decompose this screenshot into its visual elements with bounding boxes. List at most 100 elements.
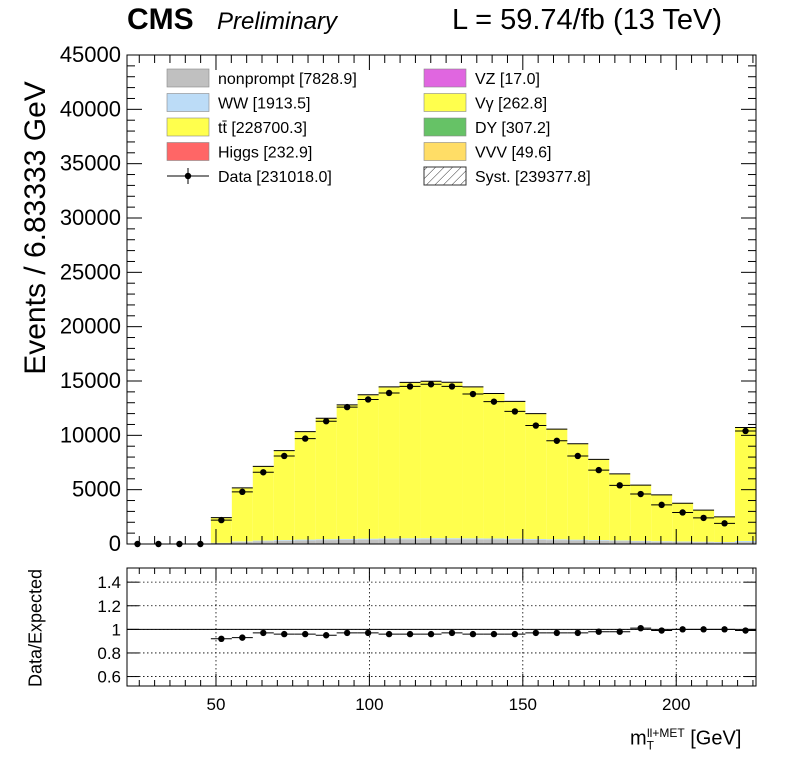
legend-label: DY [307.2] [475, 120, 550, 137]
stack-bar-WW [316, 539, 337, 540]
legend-swatch-WW [167, 94, 209, 112]
stack-bar-WW [588, 540, 609, 541]
ratio-point [449, 630, 455, 636]
main-y-tick-label: 40000 [60, 96, 121, 121]
main-y-tick-label: 35000 [60, 151, 121, 176]
ratio-point [365, 630, 371, 636]
ratio-x-tick-label: 150 [509, 695, 537, 714]
legend-label: Data [231018.0] [218, 169, 332, 186]
ratio-point [658, 627, 664, 633]
stack-bar-nonprompt [462, 539, 483, 544]
stack-bar-ttbar [462, 387, 483, 538]
data-point [658, 502, 664, 508]
legend-swatch-Vgamma [424, 94, 466, 112]
main-y-tick-label: 30000 [60, 205, 121, 230]
ratio-point [637, 625, 643, 631]
data-point [554, 438, 560, 444]
ratio-point [700, 626, 706, 632]
data-point [575, 453, 581, 459]
stack-bar-ttbar [400, 383, 421, 538]
stack-bar-ttbar [421, 382, 442, 538]
data-point [742, 428, 748, 434]
stack-bar-ttbar [274, 451, 295, 540]
data-point [260, 469, 266, 475]
ratio-y-tick-label: 1.4 [97, 573, 121, 592]
ratio-point [512, 631, 518, 637]
data-point [679, 509, 685, 515]
legend-label: WW [1913.5] [218, 96, 310, 113]
stack-bar-ttbar [504, 402, 525, 539]
main-y-tick-label: 45000 [60, 42, 121, 67]
stack-bar-nonprompt [546, 540, 567, 544]
main-y-axis-title: Events / 6.83333 GeV [19, 81, 53, 375]
stack-bar-nonprompt [316, 540, 337, 544]
main-y-tick-label: 25000 [60, 259, 121, 284]
stack-bar-ttbar [358, 395, 379, 538]
stack-bar-ttbar [672, 503, 693, 541]
ratio-point [491, 631, 497, 637]
legend-swatch-VZ [424, 69, 466, 87]
legend-swatch-VVV [424, 143, 466, 161]
ratio-point [470, 631, 476, 637]
data-point [428, 381, 434, 387]
ratio-point [554, 630, 560, 636]
stack-bar-WW [546, 539, 567, 540]
ratio-y-axis-title: Data/Expected [26, 569, 47, 687]
data-point [386, 390, 392, 396]
ratio-point [260, 630, 266, 636]
stack-bar-nonprompt [379, 539, 400, 544]
data-point [637, 491, 643, 497]
legend-swatch-DY [424, 118, 466, 136]
ratio-point [281, 631, 287, 637]
data-point [281, 453, 287, 459]
stack-bar-nonprompt [525, 540, 546, 544]
ratio-point [742, 627, 748, 633]
data-point [533, 422, 539, 428]
legend-label: nonprompt [7828.9] [218, 71, 357, 88]
main-y-tick-label: 10000 [60, 422, 121, 447]
main-y-tick-label: 0 [109, 531, 121, 556]
legend-label: VZ [17.0] [475, 71, 540, 88]
data-point [721, 520, 727, 526]
legend-label: tt̄ [228700.3] [218, 120, 307, 137]
stack-bar-WW [483, 538, 504, 539]
data-point [700, 515, 706, 521]
data-point [449, 383, 455, 389]
legend-label: Syst. [239377.8] [475, 169, 591, 186]
x-axis-title-unit: [GeV] [690, 728, 741, 750]
stack-bar-WW [651, 541, 672, 542]
data-point [491, 398, 497, 404]
ratio-point [575, 630, 581, 636]
ratio-point [386, 631, 392, 637]
stack-bar-nonprompt [567, 540, 588, 544]
stack-bar-WW [379, 538, 400, 539]
ratio-point [218, 636, 224, 642]
data-point [239, 489, 245, 495]
data-point [512, 408, 518, 414]
data-point [323, 418, 329, 424]
stack-bar-ttbar [442, 383, 463, 538]
data-point [470, 391, 476, 397]
x-axis-title-sup: ll+MET [647, 726, 685, 740]
stack-bar-ttbar [546, 430, 567, 540]
ratio-point [302, 631, 308, 637]
main-y-tick-label: 20000 [60, 314, 121, 339]
stack-bar-WW [609, 540, 630, 541]
data-point [365, 396, 371, 402]
legend-label: Higgs [232.9] [218, 145, 312, 162]
ratio-point [428, 631, 434, 637]
data-point [302, 435, 308, 441]
stack-bar-WW [295, 540, 316, 541]
stack-bar-nonprompt [295, 540, 316, 544]
ratio-point [533, 630, 539, 636]
stack-bar-WW [253, 541, 274, 542]
ratio-y-tick-label: 0.8 [97, 644, 121, 663]
experiment-label: CMS [127, 3, 194, 37]
ratio-point [617, 629, 623, 635]
stack-bar-nonprompt [358, 540, 379, 544]
ratio-y-tick-label: 0.6 [97, 668, 121, 687]
legend-data-marker [185, 173, 191, 179]
legend-swatch-ttbar [167, 118, 209, 136]
stack-bar-nonprompt [442, 539, 463, 544]
